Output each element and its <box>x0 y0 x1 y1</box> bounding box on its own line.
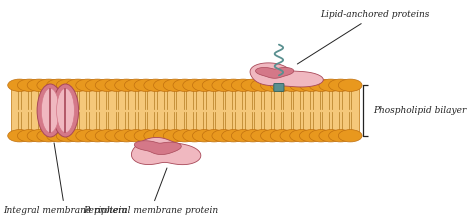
Circle shape <box>154 79 177 91</box>
Circle shape <box>290 79 313 91</box>
Polygon shape <box>131 137 201 165</box>
Circle shape <box>319 79 343 91</box>
Circle shape <box>309 130 333 142</box>
Circle shape <box>37 130 61 142</box>
Circle shape <box>144 130 168 142</box>
Circle shape <box>56 130 80 142</box>
Circle shape <box>27 79 51 91</box>
Circle shape <box>85 130 109 142</box>
Circle shape <box>300 130 323 142</box>
Circle shape <box>56 79 80 91</box>
Circle shape <box>319 130 343 142</box>
Circle shape <box>105 79 128 91</box>
Circle shape <box>251 79 274 91</box>
Circle shape <box>183 79 207 91</box>
Bar <box>11 85 358 136</box>
Circle shape <box>270 79 294 91</box>
Circle shape <box>328 130 352 142</box>
Circle shape <box>280 79 304 91</box>
Circle shape <box>27 130 51 142</box>
Circle shape <box>124 79 148 91</box>
Circle shape <box>124 130 148 142</box>
Circle shape <box>154 130 177 142</box>
Circle shape <box>202 130 226 142</box>
Circle shape <box>261 79 284 91</box>
Circle shape <box>95 130 119 142</box>
Circle shape <box>85 79 109 91</box>
Circle shape <box>46 79 70 91</box>
Circle shape <box>76 79 100 91</box>
Circle shape <box>76 130 100 142</box>
Text: Lipid-anchored proteins: Lipid-anchored proteins <box>297 10 430 64</box>
Circle shape <box>8 130 31 142</box>
Circle shape <box>173 130 197 142</box>
Ellipse shape <box>41 88 59 133</box>
Circle shape <box>241 79 265 91</box>
Circle shape <box>231 79 255 91</box>
Circle shape <box>309 79 333 91</box>
Circle shape <box>280 130 304 142</box>
Ellipse shape <box>52 84 79 137</box>
Circle shape <box>261 130 284 142</box>
Circle shape <box>95 79 119 91</box>
Circle shape <box>144 79 168 91</box>
Circle shape <box>46 130 70 142</box>
Circle shape <box>212 130 236 142</box>
Circle shape <box>18 79 41 91</box>
Circle shape <box>222 79 246 91</box>
Circle shape <box>231 130 255 142</box>
Text: Phospholipid bilayer: Phospholipid bilayer <box>374 106 466 115</box>
Circle shape <box>338 130 362 142</box>
Circle shape <box>251 130 274 142</box>
Circle shape <box>241 130 265 142</box>
Circle shape <box>192 130 216 142</box>
Text: Peripheral membrane protein: Peripheral membrane protein <box>83 168 219 215</box>
Circle shape <box>212 79 236 91</box>
FancyBboxPatch shape <box>274 84 284 91</box>
Ellipse shape <box>37 84 64 137</box>
Circle shape <box>105 130 128 142</box>
Circle shape <box>192 79 216 91</box>
Polygon shape <box>134 141 181 154</box>
Circle shape <box>222 130 246 142</box>
Ellipse shape <box>56 88 74 133</box>
Circle shape <box>202 79 226 91</box>
Circle shape <box>66 79 90 91</box>
Circle shape <box>270 130 294 142</box>
Circle shape <box>338 79 362 91</box>
Text: Integral membrane protein: Integral membrane protein <box>3 143 127 215</box>
Circle shape <box>164 79 187 91</box>
Circle shape <box>183 130 207 142</box>
Circle shape <box>115 130 138 142</box>
Circle shape <box>173 79 197 91</box>
Circle shape <box>134 130 158 142</box>
Circle shape <box>37 79 61 91</box>
Circle shape <box>300 79 323 91</box>
Polygon shape <box>250 63 323 87</box>
Circle shape <box>290 130 313 142</box>
Circle shape <box>66 130 90 142</box>
Circle shape <box>115 79 138 91</box>
Polygon shape <box>255 67 294 78</box>
Circle shape <box>328 79 352 91</box>
Circle shape <box>8 79 31 91</box>
Circle shape <box>164 130 187 142</box>
Circle shape <box>134 79 158 91</box>
Circle shape <box>18 130 41 142</box>
